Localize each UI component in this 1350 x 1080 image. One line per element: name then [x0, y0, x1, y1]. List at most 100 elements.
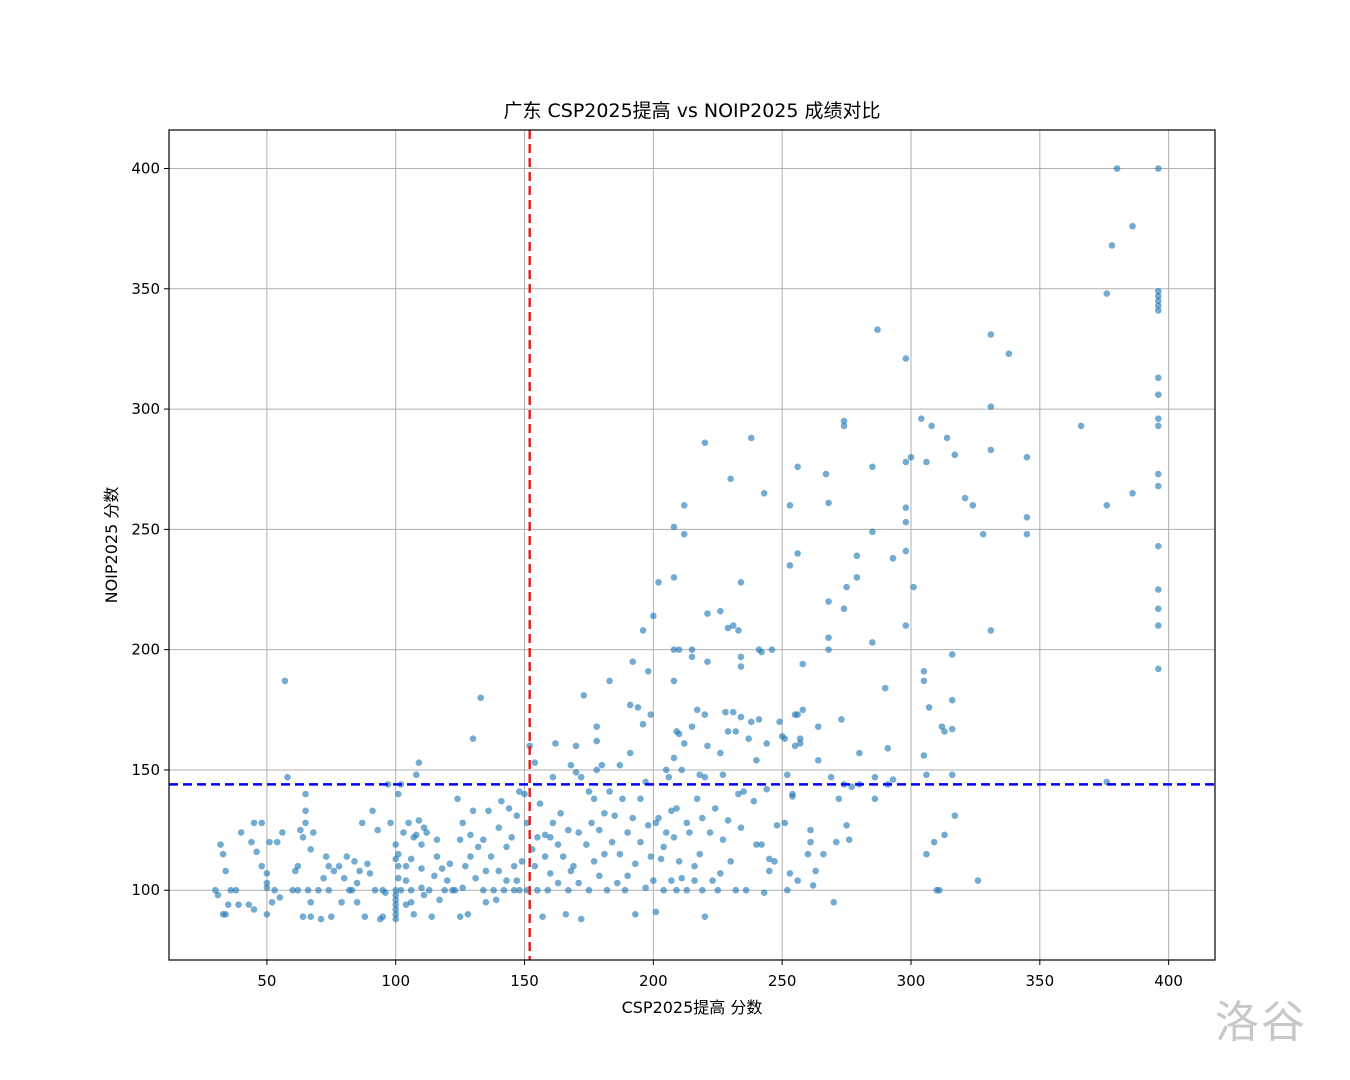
data-point [397, 886, 405, 894]
data-point [541, 853, 549, 860]
data-point [250, 819, 258, 827]
data-point [480, 886, 487, 894]
data-point [315, 886, 322, 894]
data-point [508, 834, 515, 841]
x-tick-label: 400 [1154, 972, 1183, 990]
data-point [516, 788, 523, 795]
data-point [309, 829, 317, 836]
data-point [585, 788, 593, 795]
data-point [1155, 297, 1162, 305]
y-axis-ticks: 100 150 200 250 300 350 400 [131, 159, 169, 899]
data-point [1103, 502, 1111, 509]
data-point [814, 723, 822, 730]
data-point [510, 886, 518, 894]
data-point [717, 870, 724, 877]
data-point [910, 583, 917, 591]
data-point [289, 886, 296, 894]
data-point [531, 862, 539, 870]
data-point [505, 805, 513, 812]
data-point [392, 841, 400, 848]
data-point [724, 728, 732, 735]
data-point [747, 718, 755, 726]
data-point [930, 838, 938, 846]
y-tick-label: 200 [131, 641, 160, 659]
data-point [235, 901, 242, 908]
data-point [1155, 482, 1162, 490]
data-point [418, 884, 425, 892]
data-point [369, 807, 376, 815]
data-point [598, 761, 606, 769]
data-point [987, 331, 995, 338]
data-point [394, 862, 402, 870]
data-point [405, 819, 412, 827]
data-point [655, 578, 662, 586]
y-tick-label: 150 [131, 761, 160, 779]
data-point [853, 552, 861, 560]
data-point [549, 819, 557, 827]
data-point [987, 446, 995, 454]
data-point [853, 574, 861, 581]
data-point [714, 886, 722, 894]
data-point [807, 826, 814, 834]
data-point [693, 795, 701, 803]
data-point [987, 627, 995, 634]
data-point [616, 850, 624, 858]
data-point [304, 886, 312, 894]
data-point [936, 886, 943, 894]
data-point [1023, 453, 1031, 461]
data-point [804, 850, 812, 858]
data-point [619, 795, 626, 803]
data-point [701, 773, 709, 781]
data-point [626, 749, 634, 757]
data-point [776, 718, 783, 726]
data-point [593, 766, 600, 774]
data-point [709, 877, 716, 884]
data-point [266, 838, 273, 846]
data-point [621, 886, 629, 894]
data-point [657, 855, 665, 863]
data-point [353, 879, 361, 887]
data-point [838, 716, 845, 723]
data-point [467, 831, 474, 839]
data-point [510, 862, 518, 870]
data-point [1129, 222, 1136, 230]
data-point [482, 867, 490, 875]
data-point [923, 458, 930, 466]
data-point [825, 499, 832, 507]
data-point [482, 898, 490, 906]
data-point [724, 624, 732, 632]
data-point [577, 773, 585, 781]
data-point [446, 860, 454, 868]
data-point [626, 701, 634, 709]
data-point [678, 766, 685, 774]
data-point [294, 886, 302, 894]
data-point [338, 898, 345, 906]
data-point [565, 886, 572, 894]
data-point [590, 858, 598, 865]
data-point [948, 696, 956, 704]
data-point [969, 502, 977, 509]
data-point [567, 761, 575, 769]
data-point [1023, 514, 1031, 521]
data-point [415, 759, 423, 767]
data-point [302, 790, 309, 798]
data-point [951, 451, 959, 459]
data-point [650, 612, 657, 620]
data-point [1155, 287, 1162, 295]
data-point [753, 841, 760, 848]
data-point [400, 829, 407, 836]
data-point [948, 651, 956, 658]
data-point [480, 836, 487, 844]
data-point [691, 862, 698, 870]
data-point [786, 562, 794, 569]
data-point [1023, 530, 1031, 538]
data-point [699, 886, 706, 894]
data-point [1155, 374, 1162, 382]
data-point [644, 821, 652, 829]
data-point [392, 901, 400, 908]
data-point [335, 862, 343, 870]
data-point [227, 886, 235, 894]
data-point [755, 716, 763, 723]
data-point [948, 771, 956, 779]
data-point [237, 829, 245, 836]
